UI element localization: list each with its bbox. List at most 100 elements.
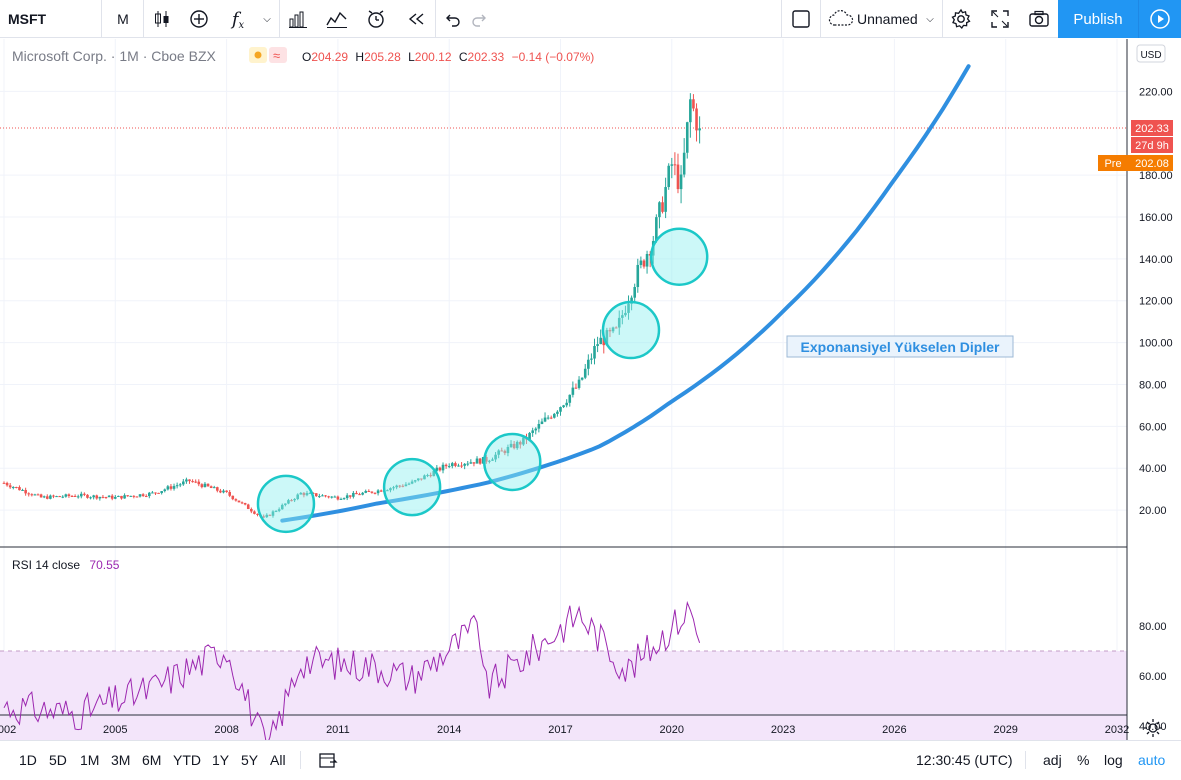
candle-body xyxy=(466,463,470,465)
range-3m[interactable]: 3M xyxy=(111,752,131,768)
candles-icon[interactable] xyxy=(148,0,176,38)
candle-body xyxy=(376,490,380,494)
range-all[interactable]: All xyxy=(270,752,286,768)
chevron-down-icon[interactable]: ⌵ xyxy=(926,13,934,25)
publish-arrow-icon[interactable] xyxy=(1138,0,1181,38)
camera-icon[interactable] xyxy=(1025,0,1053,38)
candle-body xyxy=(432,470,436,477)
pre-price-box xyxy=(1098,155,1173,171)
candle-body xyxy=(658,202,661,218)
candle-body xyxy=(280,504,284,510)
divider xyxy=(279,0,280,38)
time-tick-label: 2020 xyxy=(660,724,684,736)
candle-body xyxy=(138,494,142,497)
range-5d[interactable]: 5D xyxy=(49,752,67,768)
candle-body xyxy=(151,492,154,494)
last-price-label: 202.33 xyxy=(1135,123,1169,135)
candle-body xyxy=(197,481,201,485)
fullscreen-icon[interactable] xyxy=(987,0,1013,38)
candle-body xyxy=(503,450,507,454)
compare-add-icon[interactable] xyxy=(185,0,213,38)
candle-body xyxy=(169,486,173,489)
candle-body xyxy=(571,387,575,395)
candle-body xyxy=(413,480,417,482)
symbol-search[interactable]: MSFT xyxy=(8,11,47,27)
candle-body xyxy=(327,496,330,498)
chevron-down-icon[interactable]: ⌵ xyxy=(263,13,271,25)
axis-settings-icon[interactable] xyxy=(1144,719,1162,737)
price-tick-label: 80.00 xyxy=(1139,379,1167,391)
clock-time[interactable]: 12:30:45 (UTC) xyxy=(916,752,1013,768)
candle-body xyxy=(225,490,228,493)
range-1y[interactable]: 1Y xyxy=(212,752,230,768)
candle-body xyxy=(240,502,244,504)
candle-body xyxy=(67,494,71,497)
ideas-icon[interactable] xyxy=(323,0,351,38)
candle-body xyxy=(583,368,587,378)
candle-body xyxy=(172,486,176,489)
candle-body xyxy=(543,417,547,422)
undo-icon[interactable] xyxy=(440,0,464,38)
publish-button[interactable]: Publish xyxy=(1058,0,1138,38)
adj-toggle[interactable]: adj xyxy=(1043,752,1062,768)
fullscreen-layout-icon[interactable] xyxy=(788,0,814,38)
range-6m[interactable]: 6M xyxy=(142,752,162,768)
settings-gear-icon[interactable] xyxy=(948,0,974,38)
candle-body xyxy=(692,99,695,109)
candle-body xyxy=(321,495,324,497)
percent-toggle[interactable]: % xyxy=(1077,752,1090,768)
candle-body xyxy=(228,492,231,496)
currency-box[interactable] xyxy=(1136,44,1166,63)
go-to-date-icon[interactable] xyxy=(318,741,338,779)
candle-body xyxy=(178,484,182,486)
divider xyxy=(300,751,301,769)
chart-area[interactable]: 220.00 180.00 160.00 140.00 120.00 100.00 80.0… xyxy=(0,39,1181,740)
candle-body xyxy=(52,495,55,497)
candle-body xyxy=(559,407,562,412)
redo-icon[interactable] xyxy=(468,0,492,38)
candle-body xyxy=(185,479,188,482)
candle-body xyxy=(556,411,559,414)
log-toggle[interactable]: log xyxy=(1104,752,1123,768)
range-1m[interactable]: 1M xyxy=(80,752,100,768)
candle-body xyxy=(39,494,43,498)
candle-body xyxy=(76,496,80,498)
candle-body xyxy=(494,454,497,460)
time-tick-label: 2017 xyxy=(548,724,572,736)
candle-body xyxy=(497,450,500,455)
candle-body xyxy=(512,443,516,449)
candle-body xyxy=(608,330,612,332)
candle-body xyxy=(188,479,191,482)
candle-body xyxy=(126,495,129,497)
candle-body xyxy=(398,485,402,487)
range-ytd[interactable]: YTD xyxy=(173,752,201,768)
range-1d[interactable]: 1D xyxy=(19,752,37,768)
layout-name[interactable]: Unnamed xyxy=(857,11,918,27)
candle-body xyxy=(219,490,222,493)
candle-body xyxy=(611,327,615,332)
candle-body xyxy=(333,496,337,498)
candle-body xyxy=(355,492,358,495)
circle-marker xyxy=(256,474,316,534)
countdown-label: 27d 9h xyxy=(1135,140,1169,152)
candle-body xyxy=(305,493,309,496)
candle-body xyxy=(194,481,197,483)
auto-toggle[interactable]: auto xyxy=(1138,752,1166,768)
range-5y[interactable]: 5Y xyxy=(241,752,259,768)
candle-body xyxy=(617,317,621,328)
candle-body xyxy=(250,508,253,512)
annotation-box[interactable] xyxy=(786,335,1014,358)
candle-body xyxy=(55,496,58,498)
price-tick-label: 20.00 xyxy=(1139,505,1167,517)
candle-body xyxy=(642,260,646,267)
circle-marker xyxy=(649,227,709,286)
replay-icon[interactable] xyxy=(402,0,430,38)
candle-body xyxy=(284,503,287,505)
candle-body xyxy=(682,152,686,175)
financials-icon[interactable] xyxy=(284,0,312,38)
interval-button[interactable]: M xyxy=(117,11,129,27)
alert-icon[interactable] xyxy=(362,0,390,38)
candle-body xyxy=(268,514,272,516)
